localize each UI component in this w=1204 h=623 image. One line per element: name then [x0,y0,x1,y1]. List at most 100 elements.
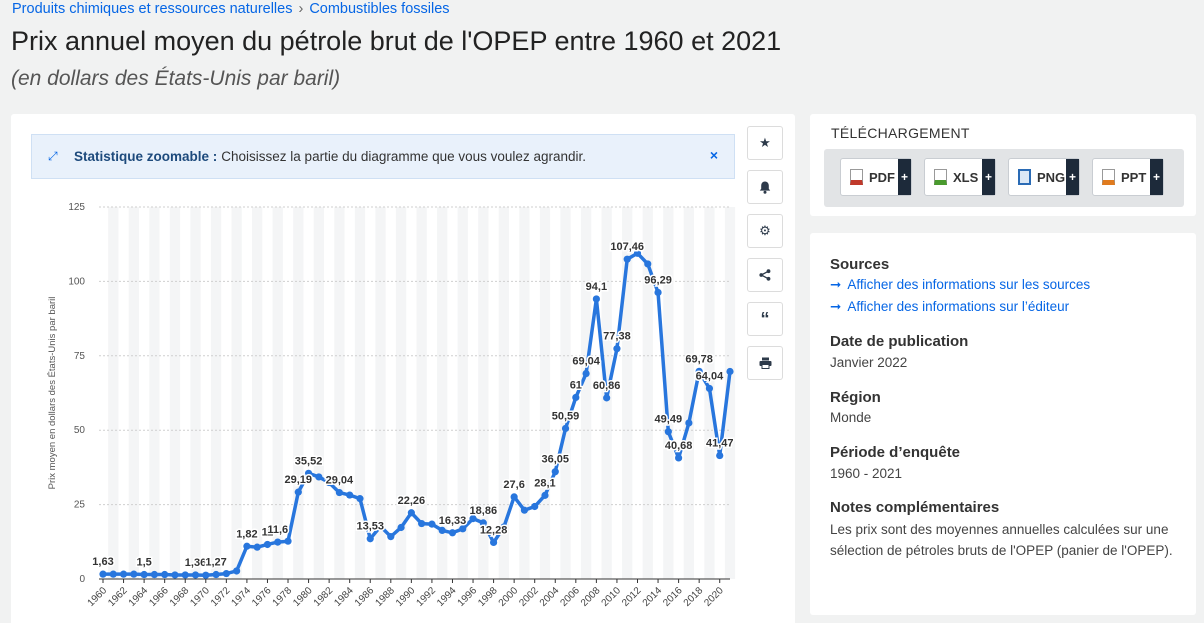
chart-band [334,207,345,579]
data-point [603,394,611,402]
x-tick-label: 1984 [332,585,356,609]
chart-band [252,207,263,579]
chart-band [683,207,695,579]
data-point [633,249,642,257]
y-tick-label: 100 [68,276,85,287]
chart-card: 0 25 50 75 100 125 Prix moyen en dollars des É… [11,114,795,623]
breadcrumb-link-fossil-fuels[interactable]: Combustibles fossiles [309,1,450,17]
data-point [705,384,714,393]
star-icon: ★ [759,135,771,150]
printer-icon [759,357,771,369]
x-tick-label: 2006 [558,585,582,609]
plus-icon: + [898,159,911,195]
data-point [315,473,323,481]
sources-link[interactable]: ➞ Afficher des informations sur les sourc… [830,277,1090,293]
chart-band [272,207,283,579]
download-pdf-button[interactable]: PDF + [840,158,912,196]
data-label: 22,26 [398,495,426,507]
download-png-button[interactable]: PNG + [1008,158,1080,196]
data-point [469,515,477,523]
data-point [541,491,549,499]
data-point [664,428,672,436]
data-point [274,538,282,546]
breadcrumb-link-chemicals[interactable]: Produits chimiques et ressources naturel… [12,1,293,17]
x-tick-label: 1982 [312,585,336,609]
chart-band [210,207,222,579]
data-point [202,571,210,579]
x-tick-label: 1990 [394,585,418,609]
x-tick-label: 2000 [497,585,521,609]
zoom-banner: ⤢ Statistique zoomable : Choisissez la p… [31,134,735,179]
share-button[interactable] [747,258,783,292]
download-png-label: PNG [1037,169,1066,185]
chart-band [128,207,139,579]
data-label: 1,36 [185,557,206,569]
close-icon[interactable]: × [709,147,718,163]
x-tick-label: 2014 [641,585,665,609]
plus-icon: + [982,159,995,195]
cite-button[interactable]: “ [747,302,783,336]
x-tick-label: 1966 [147,585,171,609]
x-tick-label: 1974 [230,585,254,609]
data-point [150,570,158,579]
data-point [294,488,302,496]
chart-band [293,207,304,579]
chart-band [519,207,530,579]
data-label: 69,04 [572,356,600,368]
chart-band [190,207,201,579]
data-label: 36,05 [541,454,569,466]
data-point [99,570,107,578]
pubdate-value: Janvier 2022 [830,355,908,370]
x-tick-label: 2004 [538,585,562,609]
data-label: 96,29 [644,274,672,286]
data-label: 1,5 [136,557,151,569]
data-point [335,488,344,497]
x-tick-label: 1962 [106,585,130,609]
data-point [428,520,436,528]
data-point [181,571,189,579]
plus-icon: + [1150,159,1163,195]
print-button[interactable] [747,346,783,380]
data-point [356,495,364,503]
data-point [212,570,220,579]
data-point [716,451,724,460]
download-ppt-button[interactable]: PPT + [1092,158,1164,196]
region-heading: Région [830,389,881,406]
data-point [500,523,508,531]
x-tick-label: 1998 [476,585,500,609]
expand-icon: ⤢ [48,149,58,163]
data-label: 13,53 [356,521,384,533]
y-tick-label: 75 [74,351,86,362]
data-label: 18,86 [470,505,498,517]
data-point [304,469,313,477]
period-heading: Période d’enquête [830,444,961,461]
settings-button[interactable]: ⚙ [747,214,783,248]
publisher-link[interactable]: ➞ Afficher des informations sur l’éditeur [830,299,1069,315]
data-label: 29,04 [326,475,354,487]
data-label: 41,47 [706,438,734,450]
data-point [438,526,446,535]
breadcrumb-separator: › [298,1,304,17]
data-point [191,571,200,579]
data-point [675,454,683,462]
data-point [613,345,621,353]
chart-band [539,207,551,579]
breadcrumb: Produits chimiques et ressources naturel… [12,1,450,17]
data-label: 94,1 [586,281,607,293]
data-point [459,525,467,533]
notification-button[interactable] [747,170,783,204]
page-subtitle: (en dollars des États-Unis par baril) [11,67,341,90]
info-card: Sources ➞ Afficher des informations sur l… [810,233,1196,615]
data-label: 50,59 [552,410,580,422]
line-chart[interactable]: 0 25 50 75 100 125 Prix moyen en dollars des É… [11,114,795,623]
x-tick-label: 1976 [250,585,274,609]
favorite-button[interactable]: ★ [747,126,783,160]
data-point [284,537,292,545]
data-point [253,543,261,551]
chart-band [457,207,468,579]
data-point [418,519,426,528]
chart-band [642,207,653,579]
chart-band [169,207,181,579]
data-point [119,570,128,578]
download-xls-button[interactable]: XLS + [924,158,996,196]
